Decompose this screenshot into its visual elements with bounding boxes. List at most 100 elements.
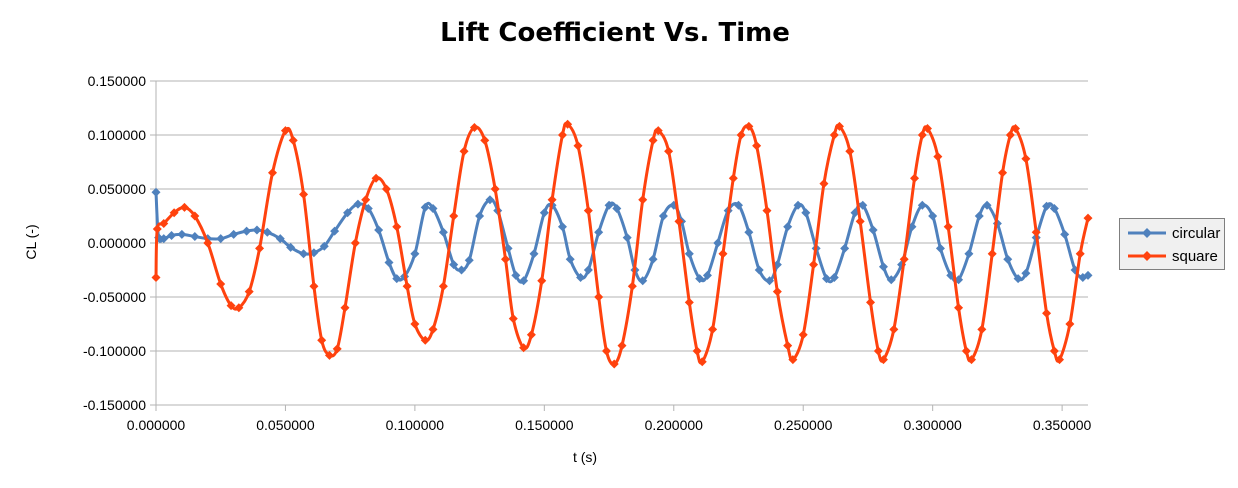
data-point (664, 146, 674, 156)
data-point (922, 124, 932, 134)
data-point (501, 254, 510, 264)
x-tick-label: 0.150000 (515, 417, 574, 433)
data-point (1021, 154, 1031, 164)
data-point (428, 324, 438, 334)
data-point (449, 260, 459, 270)
data-point (928, 211, 938, 221)
data-point (519, 343, 529, 353)
data-point (252, 225, 262, 235)
data-point (402, 281, 412, 291)
data-point (1065, 319, 1075, 329)
data-point (324, 350, 334, 360)
data-point (1005, 130, 1015, 140)
data-point (855, 216, 865, 226)
data-point (216, 234, 226, 244)
data-point (917, 130, 927, 140)
data-point (503, 243, 513, 253)
series-line-square (154, 121, 1090, 366)
data-point (967, 355, 976, 365)
data-point (428, 203, 438, 213)
data-point (819, 179, 829, 189)
data-point (319, 241, 329, 251)
data-point (858, 200, 868, 210)
data-point (332, 344, 342, 354)
data-point (262, 227, 272, 237)
data-point (1042, 201, 1052, 211)
data-point (343, 208, 353, 218)
data-point (718, 249, 728, 259)
data-point (1055, 355, 1065, 365)
data-point (889, 324, 899, 334)
data-point (420, 202, 430, 212)
data-point (886, 275, 896, 285)
data-point (226, 301, 236, 311)
data-point (529, 249, 539, 259)
data-point (702, 270, 712, 280)
data-point (340, 303, 350, 313)
data-point (809, 260, 819, 270)
data-point (1083, 270, 1093, 280)
data-point (255, 243, 265, 253)
series-square (151, 119, 1093, 369)
data-point (526, 330, 536, 340)
data-point (708, 324, 718, 334)
data-point (961, 346, 971, 356)
legend-item-square: square (1126, 246, 1218, 266)
data-point (363, 203, 373, 213)
data-point (229, 229, 239, 239)
data-point (762, 206, 772, 216)
data-point (537, 276, 547, 286)
data-point (381, 184, 391, 194)
data-point (169, 208, 179, 218)
data-point (152, 224, 162, 234)
legend-item-circular: circular (1126, 223, 1220, 243)
data-point (684, 249, 694, 259)
data-point (190, 232, 200, 242)
legend-swatch-circular (1126, 226, 1168, 240)
data-point (485, 195, 495, 205)
data-point (353, 199, 363, 209)
data-point (998, 168, 1008, 178)
data-point (299, 189, 309, 199)
data-point (1011, 124, 1021, 134)
data-point (475, 211, 485, 221)
data-point (216, 279, 226, 289)
data-point (638, 276, 648, 286)
data-point (563, 119, 573, 129)
data-point (878, 262, 888, 272)
data-point (713, 238, 723, 248)
data-point (1031, 227, 1041, 237)
y-tick-label: -0.100000 (83, 343, 146, 359)
data-point (974, 211, 984, 221)
data-point (648, 254, 658, 264)
data-point (982, 200, 992, 210)
legend-swatch-marker (1142, 251, 1152, 261)
data-point (547, 195, 557, 205)
data-point (374, 225, 384, 235)
data-point (438, 281, 448, 291)
data-point (508, 314, 518, 324)
data-point (309, 281, 319, 291)
y-tick-label: 0.100000 (88, 127, 147, 143)
data-point (459, 146, 469, 156)
data-point (765, 276, 775, 286)
data-point (557, 222, 567, 232)
data-point (627, 281, 637, 291)
data-point (583, 265, 593, 275)
data-point (1003, 254, 1013, 264)
data-point (469, 122, 479, 132)
x-tick-label: 0.250000 (774, 417, 833, 433)
legend-swatch-square (1126, 249, 1168, 263)
data-point (480, 135, 490, 145)
data-point (371, 173, 381, 183)
data-point (987, 249, 997, 259)
data-point (410, 249, 420, 259)
data-point (933, 152, 943, 162)
data-point (684, 297, 694, 307)
data-point (601, 346, 611, 356)
data-point (392, 274, 402, 284)
data-point (286, 242, 296, 252)
x-tick-label: 0.200000 (645, 417, 704, 433)
x-tick-label: 0.050000 (256, 417, 315, 433)
